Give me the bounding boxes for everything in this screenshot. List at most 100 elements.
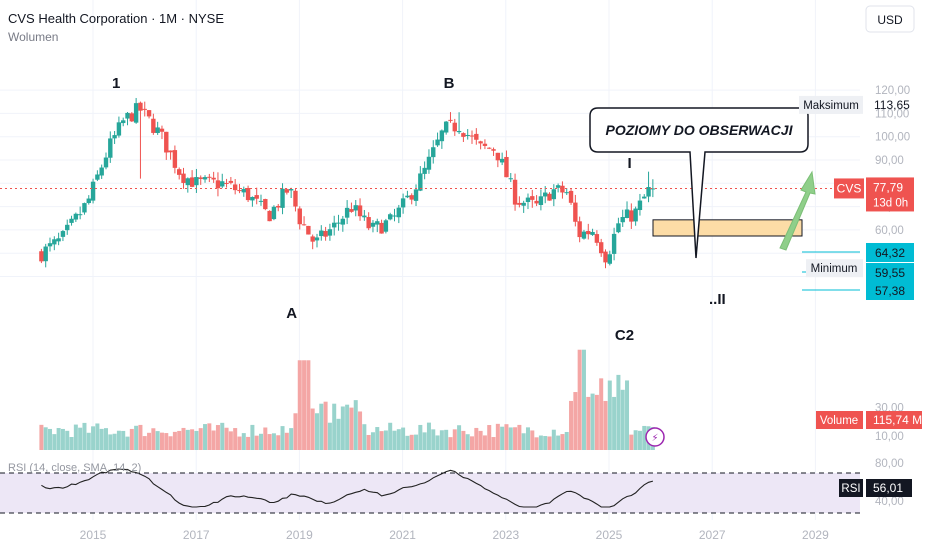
volume-bar bbox=[414, 434, 419, 450]
candle-body bbox=[73, 213, 79, 220]
max-key-bg bbox=[799, 95, 863, 114]
volume-bar bbox=[134, 425, 139, 450]
candle-body bbox=[538, 196, 544, 205]
candle-body bbox=[181, 173, 186, 183]
candle-body bbox=[469, 135, 475, 137]
time-tick-label: 2015 bbox=[80, 528, 107, 542]
max-value: 113,65 bbox=[874, 98, 910, 112]
volume-bar bbox=[254, 435, 259, 450]
candle-body bbox=[271, 206, 277, 220]
candle-body bbox=[620, 217, 625, 223]
volume-bar bbox=[284, 432, 289, 450]
candle-body bbox=[254, 195, 259, 199]
candle-body bbox=[375, 221, 380, 225]
volume-bar bbox=[246, 436, 251, 450]
currency-button[interactable] bbox=[865, 5, 915, 33]
candle-body bbox=[474, 133, 479, 140]
wave-label: C2 bbox=[615, 327, 634, 344]
volume-bar bbox=[564, 431, 569, 450]
candle-body bbox=[487, 147, 492, 149]
candle-body bbox=[138, 102, 143, 111]
observation-zone[interactable] bbox=[652, 219, 803, 237]
last-key-bg bbox=[834, 178, 864, 199]
candle-body bbox=[530, 196, 535, 200]
candle-body bbox=[611, 233, 617, 254]
volume-bar bbox=[422, 432, 427, 450]
candle-body bbox=[99, 167, 104, 176]
candle-body bbox=[633, 208, 638, 222]
volume-bar bbox=[48, 428, 53, 450]
candle-body bbox=[155, 127, 160, 133]
wave-label: ..II bbox=[709, 291, 726, 308]
volume-bar bbox=[237, 436, 242, 450]
volume-bar bbox=[345, 404, 350, 450]
volume-bar bbox=[560, 434, 565, 450]
volume-bar bbox=[289, 428, 294, 450]
rsi-legend: RSI (14, close, SMA, 14, 2) bbox=[8, 462, 141, 474]
candle-body bbox=[185, 178, 191, 186]
volume-bar bbox=[39, 424, 44, 450]
price-tick-label: 110,00 bbox=[875, 108, 909, 120]
volume-bar bbox=[470, 436, 475, 450]
candle-body bbox=[603, 251, 608, 263]
candle-body bbox=[82, 203, 87, 213]
volume-bar bbox=[121, 430, 126, 450]
volume-bar bbox=[370, 432, 375, 450]
last-key: CVS bbox=[837, 181, 862, 195]
volume-bar bbox=[103, 428, 108, 450]
volume-bar bbox=[586, 396, 591, 450]
candle-body bbox=[456, 130, 462, 133]
volume-bar bbox=[616, 374, 621, 450]
volume-bar bbox=[60, 428, 65, 450]
candle-body bbox=[60, 231, 66, 237]
volume-bar bbox=[177, 430, 182, 450]
volume-bar bbox=[525, 427, 530, 450]
volume-bar bbox=[95, 423, 100, 450]
candle-body bbox=[319, 230, 324, 237]
wave-label: B bbox=[444, 75, 455, 92]
candle-body bbox=[400, 198, 406, 208]
volume-bar bbox=[263, 427, 268, 450]
lightning-badge[interactable] bbox=[645, 427, 665, 447]
time-tick-label: 2023 bbox=[492, 528, 519, 542]
volume-bar bbox=[418, 424, 423, 450]
volume-bar bbox=[125, 436, 130, 450]
volume-bar bbox=[487, 425, 492, 450]
volume-bar bbox=[358, 411, 363, 450]
volume-bar bbox=[82, 422, 87, 450]
candlesticks bbox=[39, 97, 656, 269]
volume-bar bbox=[91, 426, 96, 450]
volume-bar bbox=[534, 437, 539, 450]
volume-bar bbox=[457, 425, 462, 450]
volume-bar bbox=[603, 400, 608, 450]
candle-body bbox=[151, 118, 156, 133]
time-tick-label: 2019 bbox=[286, 528, 313, 542]
volume-tick-label: 10,00 bbox=[875, 431, 904, 443]
candle-body bbox=[607, 254, 612, 264]
candle-body bbox=[103, 157, 109, 168]
volume-bar bbox=[396, 429, 401, 450]
candle-body bbox=[232, 184, 238, 191]
candle-body bbox=[461, 133, 466, 137]
candle-body bbox=[478, 141, 483, 144]
volume-bar bbox=[323, 401, 328, 450]
price-tick-label: 100,00 bbox=[875, 132, 910, 144]
volume-bar bbox=[271, 433, 276, 450]
volume-bar bbox=[224, 427, 229, 450]
candle-body bbox=[263, 199, 268, 210]
candle-body bbox=[547, 193, 552, 201]
volume-bar bbox=[530, 430, 535, 450]
volume-bar bbox=[332, 403, 337, 450]
candle-body bbox=[164, 131, 169, 153]
volume-bar bbox=[637, 430, 642, 450]
volume-bar bbox=[250, 424, 255, 450]
min-key: Minimum bbox=[811, 263, 858, 275]
candle-body bbox=[624, 209, 630, 219]
candle-body bbox=[121, 120, 126, 124]
volume-bar bbox=[198, 428, 203, 450]
volume-bar bbox=[629, 434, 634, 450]
candle-body bbox=[228, 180, 234, 183]
volume-bar bbox=[556, 435, 561, 450]
currency-label: USD bbox=[877, 13, 903, 27]
